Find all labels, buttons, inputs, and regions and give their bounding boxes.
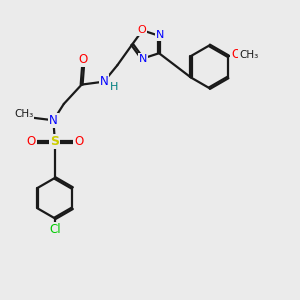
Text: O: O	[74, 135, 83, 148]
Text: CH₃: CH₃	[14, 109, 33, 119]
Text: H: H	[110, 82, 118, 92]
Text: O: O	[231, 48, 241, 61]
Text: N: N	[139, 54, 147, 64]
Text: Cl: Cl	[49, 223, 61, 236]
Text: O: O	[79, 53, 88, 66]
Text: O: O	[26, 135, 36, 148]
Text: N: N	[155, 30, 164, 40]
Text: S: S	[50, 135, 59, 148]
Text: N: N	[49, 114, 58, 127]
Text: O: O	[137, 25, 146, 35]
Text: CH₃: CH₃	[239, 50, 258, 60]
Text: N: N	[100, 75, 108, 88]
